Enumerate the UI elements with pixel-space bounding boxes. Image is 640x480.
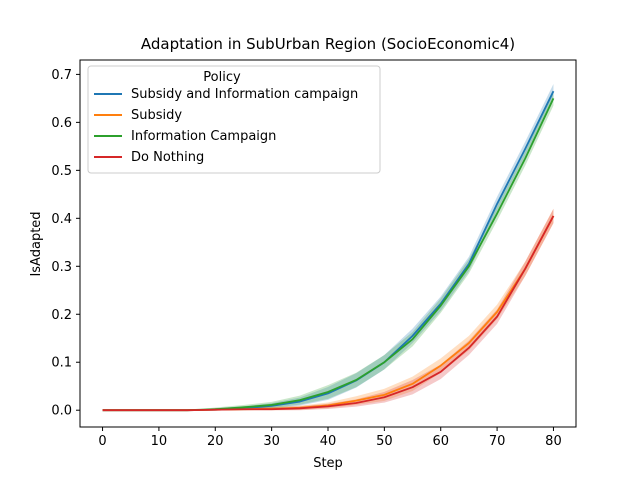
x-tick-label: 80 — [545, 434, 562, 449]
y-tick-label: 0.3 — [51, 260, 72, 275]
y-tick-label: 0.5 — [51, 164, 72, 179]
y-axis-label: IsAdapted — [29, 211, 44, 276]
legend-entry-label: Subsidy and Information campaign — [131, 87, 358, 102]
legend: Policy Subsidy and Information campaign Su… — [87, 65, 381, 174]
y-tick-label: 0.0 — [51, 404, 72, 419]
series-line — [102, 215, 555, 412]
y-tick-label: 0.7 — [51, 68, 72, 83]
confidence-bands — [102, 83, 554, 411]
series-band — [102, 208, 554, 411]
y-tick-label: 0.4 — [51, 212, 72, 227]
x-tick-label: 0 — [98, 434, 106, 449]
legend-entry-label: Do Nothing — [131, 150, 204, 165]
legend-entry-label: Information Campaign — [131, 129, 276, 144]
x-tick-label: 40 — [320, 434, 337, 449]
x-tick-label: 20 — [207, 434, 224, 449]
x-tick-label: 30 — [263, 434, 280, 449]
legend-entry-label: Subsidy — [131, 108, 182, 123]
y-tick-label: 0.1 — [51, 356, 72, 371]
y-tick-label: 0.2 — [51, 308, 72, 323]
x-tick-label: 60 — [432, 434, 449, 449]
legend-box — [87, 65, 381, 174]
y-axis-ticks: 0.0 0.1 0.2 0.3 0.4 0.5 0.6 0.7 — [51, 68, 80, 419]
x-tick-label: 50 — [376, 434, 393, 449]
y-tick-label: 0.6 — [51, 116, 72, 131]
legend-title: Policy — [203, 70, 241, 85]
x-axis-ticks: 0 10 20 30 40 50 60 70 80 — [98, 427, 562, 449]
series-lines — [102, 90, 555, 412]
x-axis-label: Step — [313, 456, 343, 471]
chart-title: Adaptation in SubUrban Region (SocioEcon… — [141, 35, 515, 53]
x-tick-label: 10 — [151, 434, 168, 449]
x-tick-label: 70 — [489, 434, 506, 449]
